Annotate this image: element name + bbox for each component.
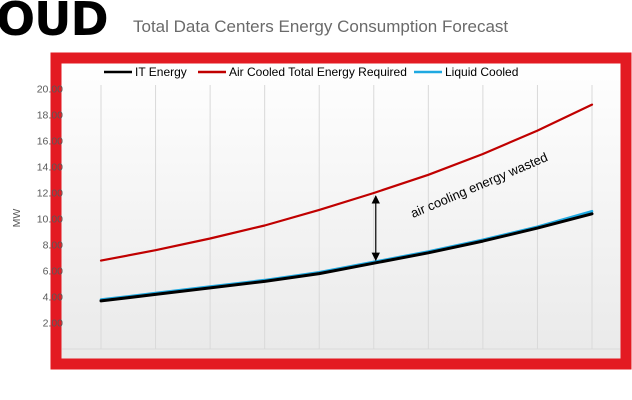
y-tick-label: 4.00 xyxy=(43,292,64,304)
y-tick-label: 14.00 xyxy=(37,162,63,174)
legend-label: Air Cooled Total Energy Required xyxy=(229,65,407,79)
legend-label: Liquid Cooled xyxy=(445,65,518,79)
y-tick-label: 8.00 xyxy=(43,240,64,252)
y-tick-label: 10.00 xyxy=(37,214,63,226)
logo-fragment: OUD xyxy=(0,0,109,46)
y-tick-label: 2.00 xyxy=(43,318,64,330)
y-axis-label: MW xyxy=(11,209,23,228)
chart-title: Total Data Centers Energy Consumption Fo… xyxy=(133,17,509,36)
series-line-it-energy xyxy=(99,212,594,303)
y-tick-label: 16.00 xyxy=(37,136,63,148)
plot-background xyxy=(56,58,626,364)
y-tick-label: 6.00 xyxy=(43,266,64,278)
series-line-air-cooled-total-energy-required xyxy=(99,103,594,262)
highlight-frame xyxy=(50,52,632,370)
y-tick-label: 18.00 xyxy=(37,110,63,122)
legend-label: IT Energy xyxy=(135,65,187,79)
y-tick-label: 12.00 xyxy=(37,188,63,200)
y-tick-label: 20.00 xyxy=(37,84,63,96)
